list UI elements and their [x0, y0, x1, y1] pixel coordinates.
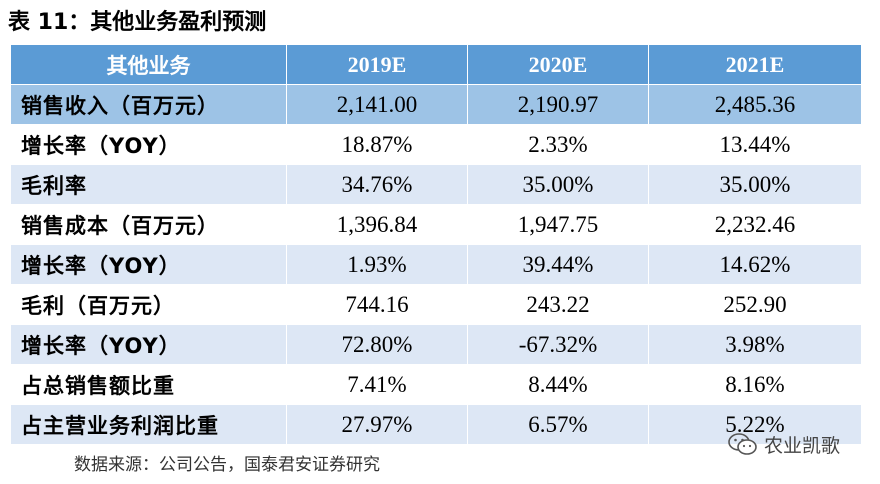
table-cell: 6.57% [467, 404, 649, 445]
table-cell: 8.16% [648, 364, 862, 405]
column-header: 2021E [648, 44, 862, 85]
table-row: 增长率（YOY） 18.87% 2.33% 13.44% [10, 124, 862, 165]
table-cell: 8.44% [467, 364, 649, 405]
table-cell: 27.97% [286, 404, 468, 445]
table-cell: 2.33% [467, 124, 649, 165]
row-label: 占主营业务利润比重 [10, 404, 287, 445]
table-row: 销售成本（百万元） 1,396.84 1,947.75 2,232.46 [10, 204, 862, 245]
row-label: 毛利率 [10, 164, 287, 205]
table-cell: 72.80% [286, 324, 468, 365]
table-cell: 744.16 [286, 284, 468, 325]
table-cell: 1.93% [286, 244, 468, 285]
table-cell: 13.44% [648, 124, 862, 165]
column-header: 其他业务 [10, 44, 287, 85]
column-header: 2019E [286, 44, 468, 85]
table-row: 销售收入（百万元） 2,141.00 2,190.97 2,485.36 [10, 84, 862, 125]
table-cell: 5.22% [648, 404, 862, 445]
watermark: 农业凯歌 [728, 430, 840, 458]
table-cell: 18.87% [286, 124, 468, 165]
table-cell: 3.98% [648, 324, 862, 365]
forecast-table: 其他业务 2019E 2020E 2021E 销售收入（百万元） 2,141.0… [10, 44, 862, 445]
table-row: 占总销售额比重 7.41% 8.44% 8.16% [10, 364, 862, 405]
column-header: 2020E [467, 44, 649, 85]
table-cell: 14.62% [648, 244, 862, 285]
watermark-text: 农业凯歌 [764, 434, 841, 457]
table-cell: 35.00% [467, 164, 649, 205]
row-label: 毛利（百万元） [10, 284, 287, 325]
table-cell: 2,190.97 [467, 84, 649, 125]
row-label: 销售收入（百万元） [10, 84, 287, 125]
header-row: 其他业务 2019E 2020E 2021E [10, 44, 862, 85]
row-label: 增长率（YOY） [10, 244, 287, 285]
row-label: 销售成本（百万元） [10, 204, 287, 245]
table-cell: 1,947.75 [467, 204, 649, 245]
table-row: 增长率（YOY） 1.93% 39.44% 14.62% [10, 244, 862, 285]
table-cell: 35.00% [648, 164, 862, 205]
table-row: 增长率（YOY） 72.80% -67.32% 3.98% [10, 324, 862, 365]
table-title: 表 11：其他业务盈利预测 [8, 10, 267, 35]
table-cell: -67.32% [467, 324, 649, 365]
table-row: 毛利（百万元） 744.16 243.22 252.90 [10, 284, 862, 325]
table-row: 毛利率 34.76% 35.00% 35.00% [10, 164, 862, 205]
row-label: 占总销售额比重 [10, 364, 287, 405]
wechat-icon [728, 432, 758, 456]
row-label: 增长率（YOY） [10, 124, 287, 165]
table-cell: 39.44% [467, 244, 649, 285]
table-cell: 34.76% [286, 164, 468, 205]
table-cell: 2,232.46 [648, 204, 862, 245]
source-note: 数据来源：公司公告，国泰君安证券研究 [74, 455, 380, 475]
table-cell: 2,485.36 [648, 84, 862, 125]
table-cell: 7.41% [286, 364, 468, 405]
table-cell: 252.90 [648, 284, 862, 325]
table-cell: 2,141.00 [286, 84, 468, 125]
table-cell: 243.22 [467, 284, 649, 325]
table-row: 占主营业务利润比重 27.97% 6.57% 5.22% [10, 404, 862, 445]
table-cell: 1,396.84 [286, 204, 468, 245]
row-label: 增长率（YOY） [10, 324, 287, 365]
